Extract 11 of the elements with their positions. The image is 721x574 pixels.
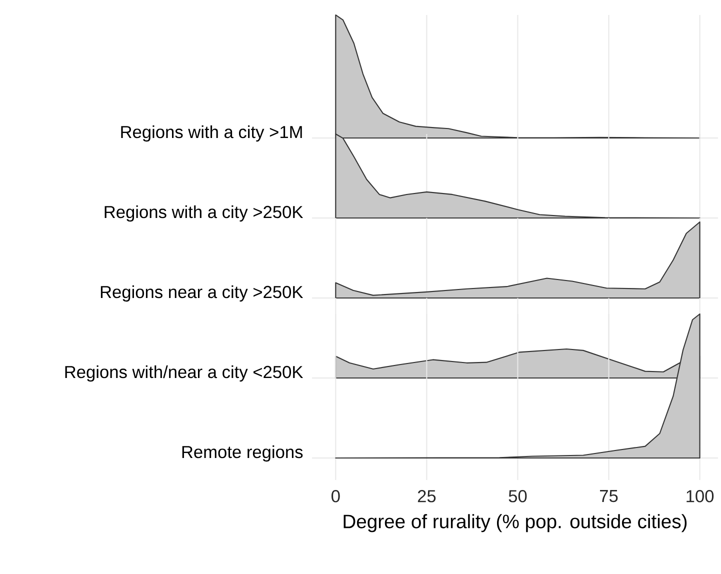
x-axis-title: Degree of rurality (% pop. outside cities) [344,514,687,532]
x-tick-label: 0 [332,490,340,502]
y-axis-title: Regions near a city >250K [100,285,304,302]
y-axis-title: Regions with/near a city <250K [65,365,304,382]
y-axis-title: Regions with a city >1M [121,125,302,142]
x-tick-label: 25 [418,490,436,502]
x-tick-label: 100 [686,490,714,502]
x-tick-label: 75 [600,490,618,502]
y-axis-title: Regions with a city >250K [104,205,304,222]
y-axis-title: Remote regions [182,445,303,462]
x-tick-label: 50 [508,490,527,502]
